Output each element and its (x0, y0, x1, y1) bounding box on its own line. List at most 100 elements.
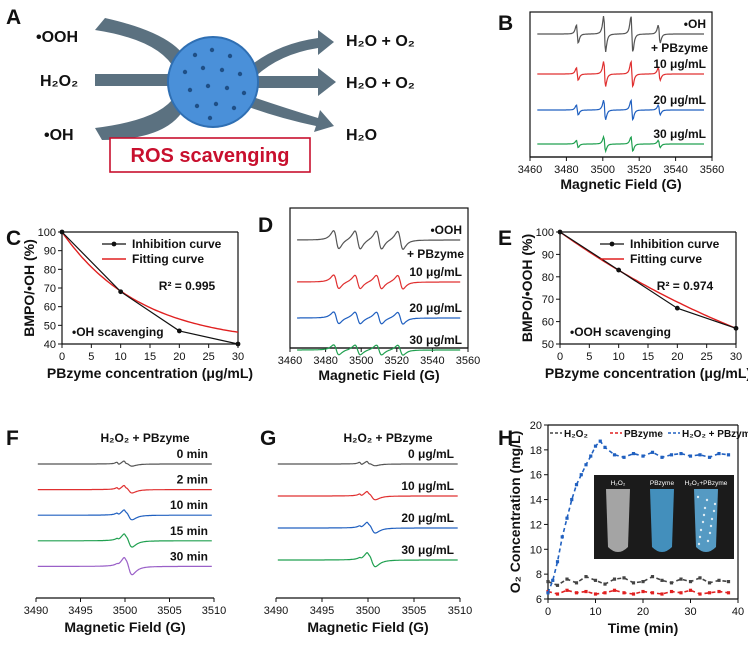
output-mid: H₂O + O₂ (346, 75, 415, 92)
data-point (641, 454, 645, 458)
y-tick-label: 90 (44, 246, 56, 258)
data-point (551, 578, 555, 582)
data-point (603, 582, 607, 586)
data-point (660, 578, 664, 582)
panel-letter-a: A (6, 6, 21, 29)
data-point (679, 577, 683, 581)
inset-bubble (710, 517, 714, 521)
spectrum-2 (37, 509, 212, 521)
legend-label-2: H₂O₂ + PBzyme (682, 429, 748, 440)
data-point (622, 576, 626, 580)
annotation-pbzyme: + PBzyme (407, 247, 464, 261)
spectrum-1 (277, 490, 458, 501)
input-oh: •OH (44, 127, 74, 144)
data-point (555, 583, 560, 587)
x-tick-label: 3500 (113, 605, 137, 617)
x-axis-title: Magnetic Field (G) (307, 619, 428, 635)
inset-bubble (696, 495, 700, 499)
inhibition-curve (61, 231, 239, 345)
data-point (555, 560, 560, 564)
chart-f: F 3490 3495 3500 3505 3510 Magnetic Field (G) H… (6, 427, 226, 635)
inset-bubble (697, 542, 701, 546)
series-label-1: 10 μg/mL (401, 479, 454, 493)
x-tick-label: 3540 (663, 164, 687, 176)
legend-label-0: H₂O₂ (564, 429, 588, 440)
data-point (589, 454, 593, 458)
arrow-in-top (95, 18, 190, 70)
data-point (733, 325, 739, 331)
y-tick-label: 60 (44, 302, 56, 314)
inset-label-1: PBzyme (650, 480, 675, 487)
series-label-1: 10 μg/mL (653, 57, 706, 71)
x-tick-label: 30 (684, 606, 696, 618)
x-tick-label: 20 (671, 351, 683, 363)
series-label-2: 20 μg/mL (653, 93, 706, 107)
x-tick-label: 3490 (264, 605, 288, 617)
data-point (546, 591, 550, 595)
panel-letter-f: F (6, 427, 19, 450)
y-tick-label: 100 (536, 227, 554, 239)
y-axis-title: BMPO/•OH (%) (21, 239, 37, 336)
data-point (641, 589, 645, 594)
data-point (118, 289, 124, 295)
inhibition-curve (559, 231, 737, 329)
y-tick-label: 80 (542, 272, 554, 284)
data-point (698, 453, 702, 457)
y-tick-label: 18 (530, 445, 542, 457)
x-tick-label: 5 (586, 351, 592, 363)
x-axis-title: PBzyme concentration (μg/mL) (47, 365, 253, 381)
data-point (674, 305, 680, 311)
y-tick-label: 50 (542, 339, 554, 351)
inset-bubble (708, 531, 712, 535)
chart-b: B 3460 3480 3500 3520 3540 3560 Magnetic Field … (498, 11, 724, 192)
data-point (557, 229, 563, 235)
data-point (726, 580, 731, 584)
r-squared: R² = 0.974 (657, 279, 714, 293)
data-point (235, 341, 241, 347)
data-point (612, 453, 617, 457)
panel-letter-b: B (498, 12, 513, 35)
input-ooh: •OOH (36, 29, 78, 46)
data-point (650, 591, 655, 595)
x-tick-label: 3500 (591, 164, 615, 176)
series-label-3: 15 min (170, 524, 208, 538)
y-tick-label: 6 (536, 594, 542, 606)
data-point (598, 439, 602, 443)
legend-label-inhibition: Inhibition curve (630, 237, 720, 251)
caption-ros-scavenging: ROS scavenging (131, 145, 290, 167)
data-point (584, 589, 588, 594)
data-point (707, 455, 712, 459)
y-axis-title: O₂ Concentration (mg/L) (507, 431, 523, 594)
spectrum-0 (537, 16, 704, 52)
data-point (59, 229, 65, 235)
data-point (650, 450, 655, 454)
arrow-out-top (245, 30, 334, 76)
y-tick-label: 20 (530, 420, 542, 432)
x-tick-label: 3480 (313, 355, 337, 367)
data-point (622, 455, 626, 459)
data-point (584, 463, 588, 467)
data-point (717, 589, 721, 594)
data-point (593, 592, 598, 596)
x-tick-label: 25 (203, 351, 215, 363)
x-tick-label: 3505 (402, 605, 426, 617)
data-point (726, 453, 731, 457)
data-point (698, 576, 702, 580)
spectrum-1 (297, 274, 461, 290)
inset-bubble (701, 520, 705, 524)
data-point (593, 578, 598, 582)
y-tick-label: 90 (542, 249, 554, 261)
series-label-3: 30 μg/mL (401, 543, 454, 557)
spectrum-3 (537, 134, 704, 154)
data-point (650, 575, 655, 579)
data-point (679, 451, 683, 456)
data-point (726, 591, 731, 595)
y-tick-label: 10 (530, 544, 542, 556)
data-point (707, 591, 712, 595)
data-point (616, 267, 622, 273)
y-tick-label: 14 (530, 495, 542, 507)
data-point (603, 445, 607, 449)
data-point (717, 451, 721, 456)
series-label-0: 0 min (177, 447, 208, 461)
